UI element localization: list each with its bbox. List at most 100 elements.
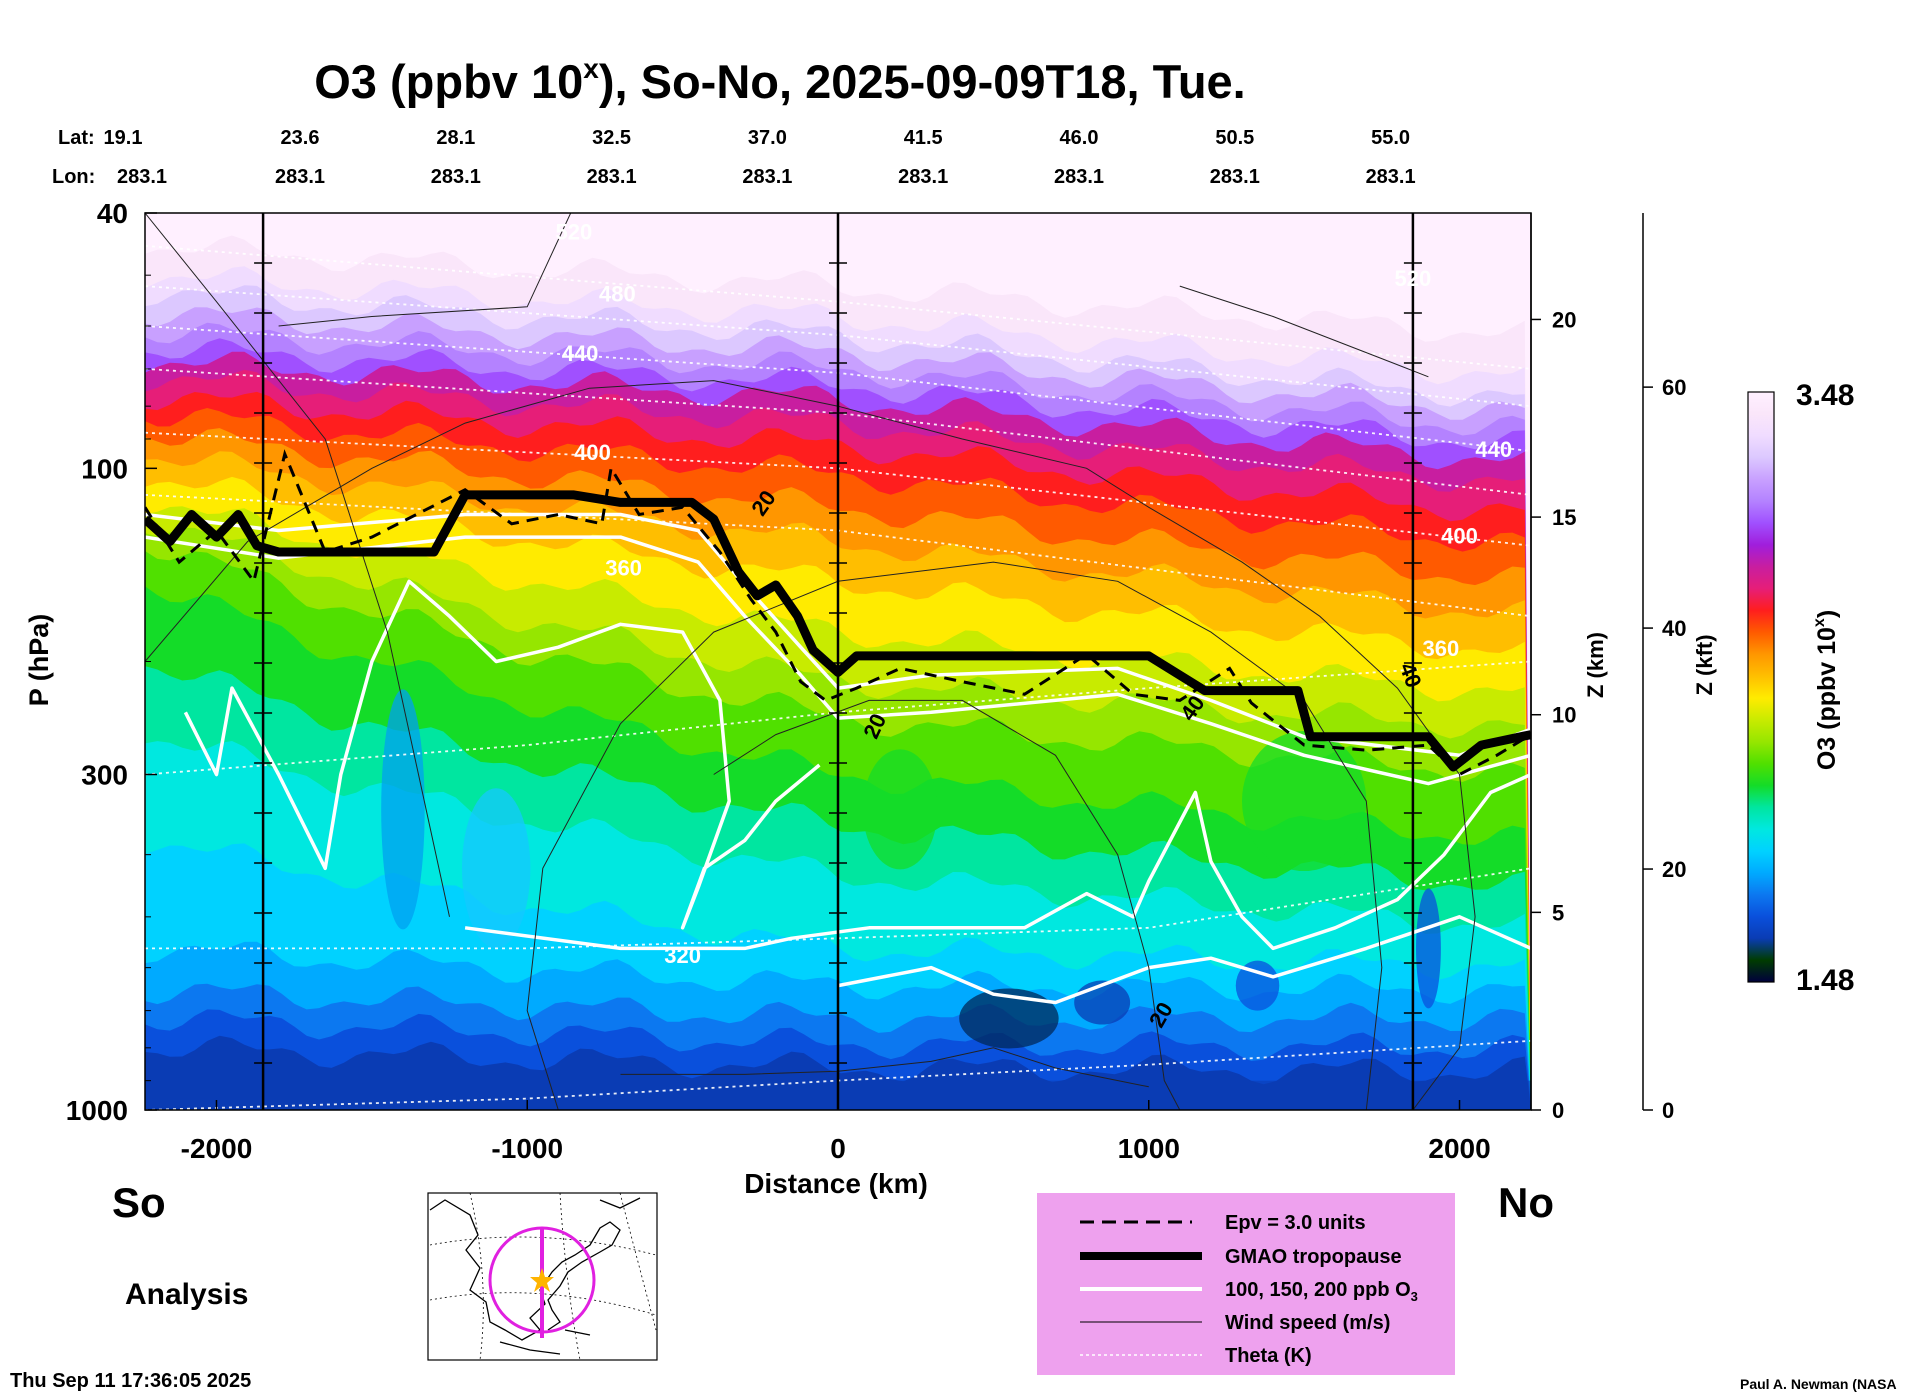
title-rest: ), So-No, 2025-09-09T18, Tue. bbox=[599, 55, 1246, 108]
z-km-label: Z (km) bbox=[1583, 632, 1608, 698]
inset-map bbox=[427, 1192, 658, 1361]
lat-label: Lat: bbox=[58, 127, 95, 149]
legend: Epv = 3.0 units GMAO tropopause 100, 150… bbox=[1080, 1212, 1418, 1367]
colorbar-label: O3 (ppbv 10x) bbox=[1811, 610, 1841, 770]
z-km-tick-label: 20 bbox=[1552, 307, 1576, 332]
legend-tropopause-label: GMAO tropopause bbox=[1225, 1246, 1402, 1268]
lat-value: 41.5 bbox=[904, 127, 943, 149]
wind-contour bbox=[1179, 285, 1429, 378]
y-axis: 40 100 300 1000 bbox=[66, 198, 157, 1126]
wind-contour bbox=[278, 213, 572, 327]
x-tick-label: -1000 bbox=[491, 1133, 563, 1164]
lon-label: Lon: bbox=[52, 166, 95, 188]
x-tick-label: 0 bbox=[830, 1133, 846, 1164]
tropopause-line bbox=[145, 490, 1531, 772]
chart-title: O3 (ppbv 10x), So-No, 2025-09-09T18, Tue… bbox=[314, 53, 1246, 108]
theta-label: 400 bbox=[574, 440, 611, 465]
lon-value: 283.1 bbox=[275, 166, 325, 188]
legend-o3-label: 100, 150, 200 ppb O3 bbox=[1225, 1279, 1418, 1304]
lat-value: 55.0 bbox=[1371, 127, 1410, 149]
z-kft-tick-label: 40 bbox=[1662, 616, 1686, 641]
y-tick-label: 40 bbox=[97, 198, 128, 229]
lat-value: 28.1 bbox=[436, 127, 475, 149]
x-axis-label: Distance (km) bbox=[744, 1168, 928, 1199]
wind-contour bbox=[526, 561, 1383, 1110]
legend-theta-label: Theta (K) bbox=[1225, 1345, 1312, 1367]
lon-value: 283.1 bbox=[1210, 166, 1260, 188]
z-kft-axis: 0 20 40 60 bbox=[1643, 375, 1686, 1123]
wind-speed-contours bbox=[145, 213, 1476, 1110]
x-axis: -2000 -1000 0 1000 2000 bbox=[181, 1100, 1491, 1164]
theta-label: 520 bbox=[555, 220, 592, 245]
lat-value: 37.0 bbox=[748, 127, 787, 149]
ozone-feature bbox=[381, 689, 425, 930]
lat-lon-row: 19.1 283.1 23.6 283.1 28.1 283.1 32.5 283.1 37.0… bbox=[104, 127, 1416, 188]
lat-value: 32.5 bbox=[592, 127, 631, 149]
z-km-tick-label: 5 bbox=[1552, 900, 1564, 925]
wind-contour bbox=[620, 1047, 1149, 1088]
analysis-label: Analysis bbox=[125, 1278, 248, 1311]
title-superscript: x bbox=[583, 53, 599, 84]
lon-value: 283.1 bbox=[1054, 166, 1104, 188]
ozone-feature bbox=[862, 749, 938, 870]
legend-wind-label: Wind speed (m/s) bbox=[1225, 1312, 1390, 1334]
ozone-feature bbox=[959, 988, 1059, 1049]
theta-label: 520 bbox=[1395, 266, 1432, 291]
theta-label: 440 bbox=[1475, 437, 1512, 462]
o3-contour bbox=[464, 772, 1531, 951]
colorbar bbox=[1747, 391, 1775, 983]
lat-value: 50.5 bbox=[1215, 127, 1254, 149]
z-kft-tick-label: 0 bbox=[1662, 1098, 1674, 1123]
section-markers bbox=[254, 213, 1422, 1110]
theta-label: 440 bbox=[562, 341, 599, 366]
lat-value: 19.1 bbox=[104, 127, 143, 149]
theta-label: 360 bbox=[1423, 636, 1460, 661]
z-km-tick-label: 15 bbox=[1552, 505, 1576, 530]
y-tick-label: 100 bbox=[81, 453, 128, 484]
ozone-feature bbox=[461, 788, 531, 949]
theta-labels: 520 480 440 400 360 320 520 440 400 360 bbox=[555, 220, 1512, 968]
north-label: No bbox=[1498, 1179, 1554, 1226]
y-tick-label: 300 bbox=[81, 759, 128, 790]
wind-contour bbox=[145, 213, 450, 917]
lon-value: 283.1 bbox=[1366, 166, 1416, 188]
south-label: So bbox=[112, 1179, 166, 1226]
y-tick-label: 1000 bbox=[66, 1095, 128, 1126]
lon-value: 283.1 bbox=[431, 166, 481, 188]
x-tick-label: -2000 bbox=[181, 1133, 253, 1164]
lon-value: 283.1 bbox=[587, 166, 637, 188]
y-axis-label: P (hPa) bbox=[24, 614, 54, 707]
colorbar-min-label: 1.48 bbox=[1796, 964, 1854, 997]
theta-label: 400 bbox=[1441, 524, 1478, 549]
map-coastline bbox=[429, 1197, 641, 1355]
wind-contour bbox=[713, 699, 1181, 1110]
credit: Paul A. Newman (NASA bbox=[1740, 1376, 1897, 1392]
z-km-tick-label: 10 bbox=[1552, 703, 1576, 728]
z-kft-tick-label: 60 bbox=[1662, 375, 1686, 400]
lon-value: 283.1 bbox=[742, 166, 792, 188]
ozone-feature bbox=[1416, 888, 1441, 1009]
lon-value: 283.1 bbox=[117, 166, 167, 188]
legend-epv-label: Epv = 3.0 units bbox=[1225, 1212, 1366, 1234]
theta-label: 480 bbox=[599, 282, 636, 307]
lon-value: 283.1 bbox=[898, 166, 948, 188]
x-tick-label: 1000 bbox=[1118, 1133, 1180, 1164]
o3-contour bbox=[183, 579, 821, 930]
title-main: O3 (ppbv 10 bbox=[314, 55, 583, 108]
colorbar-max-label: 3.48 bbox=[1796, 379, 1854, 412]
map-center-star bbox=[530, 1268, 554, 1292]
ozone-feature bbox=[1241, 731, 1367, 872]
ozone-feature bbox=[1074, 980, 1131, 1025]
wind-contour bbox=[145, 380, 1476, 1110]
lat-value: 23.6 bbox=[281, 127, 320, 149]
z-km-axis: 0 5 10 15 20 bbox=[1531, 307, 1576, 1123]
x-tick-label: 2000 bbox=[1428, 1133, 1490, 1164]
lat-value: 46.0 bbox=[1060, 127, 1099, 149]
z-kft-tick-label: 20 bbox=[1662, 857, 1686, 882]
theta-label: 320 bbox=[664, 943, 701, 968]
ozone-features bbox=[381, 689, 1441, 1049]
o3-contour bbox=[145, 512, 1531, 758]
timestamp: Thu Sep 11 17:36:05 2025 bbox=[10, 1370, 251, 1392]
